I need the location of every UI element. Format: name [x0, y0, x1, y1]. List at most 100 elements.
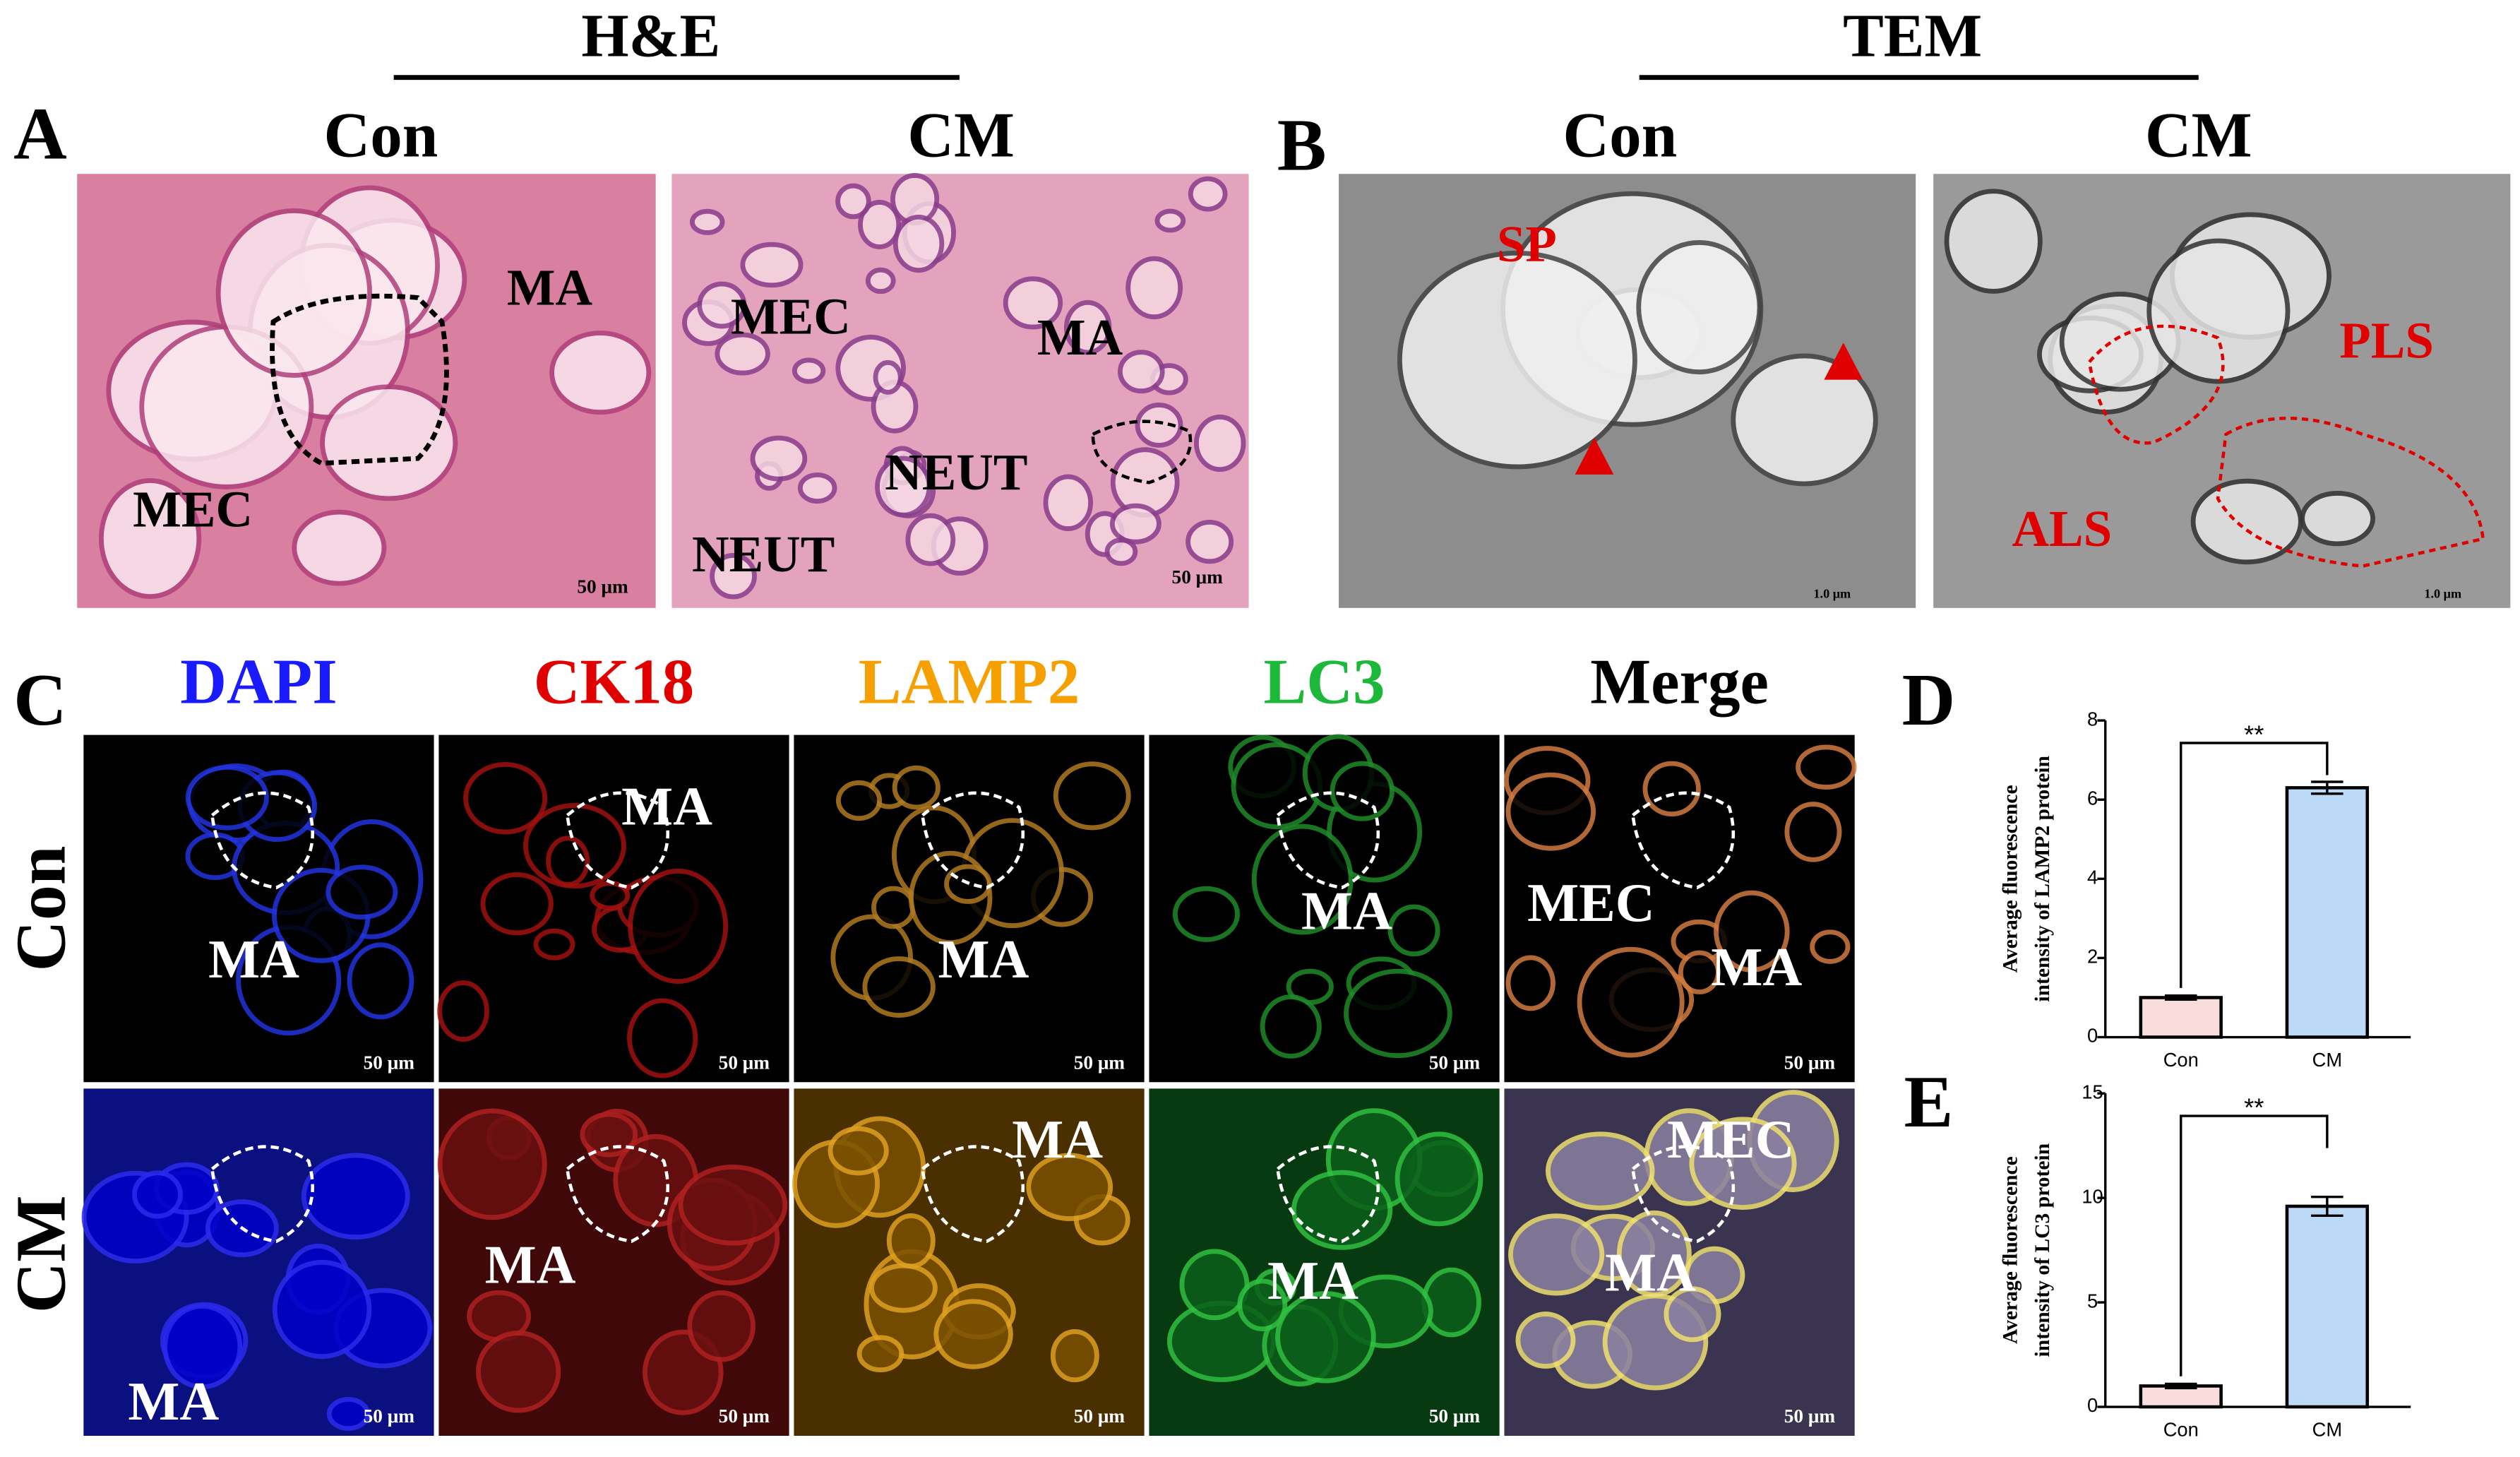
image-texture: [835, 183, 871, 220]
image-texture: [828, 1126, 889, 1176]
scale-label: 50 μm: [364, 1405, 415, 1427]
image-label: NEUT: [692, 525, 835, 583]
image-texture: [1237, 1278, 1288, 1332]
image-texture: [272, 1259, 372, 1360]
image-texture: [1043, 474, 1094, 532]
triangle-marker: [1575, 437, 1614, 475]
image-texture: [678, 1164, 788, 1246]
image-texture: [892, 765, 940, 810]
y-tick-label: 0: [2087, 1025, 2098, 1047]
image-texture: [2190, 478, 2303, 565]
y-tick-label: 8: [2087, 708, 2098, 730]
image-texture: [292, 509, 387, 586]
image-texture: [1678, 950, 1721, 994]
if-image: [83, 735, 434, 1083]
image-label: MA: [128, 1371, 219, 1432]
row-title: CM: [1, 1195, 80, 1313]
error-bar: [2311, 780, 2343, 795]
y-tick-label: 0: [2087, 1394, 2098, 1416]
image-texture: [797, 472, 837, 504]
image-texture: [697, 281, 747, 329]
scale-label: 1.0 μm: [2424, 587, 2461, 601]
image-texture: [933, 1299, 1013, 1369]
x-tick-label: Con: [2163, 1418, 2199, 1440]
panel-letter: D: [1902, 659, 1956, 741]
image-texture: [792, 357, 826, 384]
image-texture: [710, 552, 757, 600]
outline: [1091, 420, 1193, 484]
column-title: Con: [1563, 100, 1677, 171]
image-texture: [905, 513, 956, 566]
he-cm-image: [671, 173, 1249, 608]
y-axis-label: intensity of LAMP2 protein: [2031, 756, 2054, 1002]
x-tick-label: Con: [2163, 1049, 2199, 1071]
image-texture: [1731, 353, 1878, 487]
image-texture: [740, 242, 804, 288]
image-label: MEC: [133, 480, 253, 537]
image-texture: [856, 1335, 904, 1373]
image-label: MA: [485, 1234, 576, 1295]
image-label: MA: [1711, 936, 1802, 997]
image-texture: [1944, 189, 2043, 294]
y-tick-label: 6: [2087, 787, 2098, 809]
image-label: SP: [1497, 215, 1557, 273]
image-texture: [836, 780, 883, 821]
outline: [210, 791, 314, 890]
triangle-marker: [1824, 343, 1863, 380]
image-texture: [1026, 1153, 1113, 1221]
channel-title: LAMP2: [859, 646, 1080, 717]
image-texture: [1053, 761, 1131, 831]
image-label: MA: [1605, 1242, 1696, 1303]
tem-con-image: [1339, 174, 1916, 608]
image-label: PLS: [2339, 311, 2434, 369]
image-texture: [869, 1263, 938, 1313]
error-bar: [2164, 1382, 2197, 1390]
image-texture: [875, 456, 932, 518]
y-tick-label: 4: [2087, 867, 2098, 888]
y-axis-label: intensity of LC3 protein: [2031, 1143, 2054, 1357]
header-label: TEM: [1843, 1, 1982, 69]
tem-cm-image: [1933, 174, 2511, 608]
image-texture: [1387, 904, 1440, 957]
image-texture: [1714, 890, 1790, 973]
image-texture: [185, 765, 269, 831]
scale-label: 50 μm: [1784, 1405, 1836, 1427]
panel-letter: C: [13, 659, 67, 741]
image-texture: [628, 868, 729, 984]
image-texture: [687, 1290, 756, 1362]
image-label: MA: [1301, 881, 1392, 941]
image-texture: [1193, 415, 1246, 472]
image-label: MA: [1037, 309, 1123, 366]
image-texture: [1172, 886, 1240, 942]
image-texture: [1179, 1249, 1250, 1321]
image-texture: [1636, 240, 1762, 375]
image-texture: [1810, 929, 1851, 964]
x-tick-label: CM: [2312, 1418, 2342, 1440]
image-texture: [1515, 1312, 1576, 1369]
image-texture: [1616, 1210, 1692, 1297]
image-label: MA: [938, 929, 1029, 989]
image-texture: [1251, 823, 1354, 935]
image-texture: [437, 1108, 547, 1220]
error-bar: [2311, 1195, 2343, 1217]
scale-label: 50 μm: [719, 1405, 770, 1427]
image-texture: [2300, 491, 2376, 547]
image-texture: [2146, 238, 2291, 384]
image-texture: [1330, 761, 1395, 821]
y-tick-label: 15: [2082, 1081, 2103, 1102]
outline: [566, 791, 669, 890]
he-con-image: [77, 174, 656, 608]
image-texture: [858, 200, 902, 249]
image-texture: [750, 435, 808, 482]
row-title: Con: [1, 845, 80, 971]
image-texture: [1397, 250, 1637, 470]
image-texture: [1117, 350, 1165, 394]
outline: [921, 1145, 1025, 1243]
image-texture: [1545, 1131, 1655, 1211]
image-texture: [1421, 1267, 1481, 1338]
image-texture: [1135, 403, 1183, 448]
outline: [1631, 791, 1736, 890]
image-texture: [689, 208, 725, 235]
image-texture: [1689, 1117, 1797, 1210]
